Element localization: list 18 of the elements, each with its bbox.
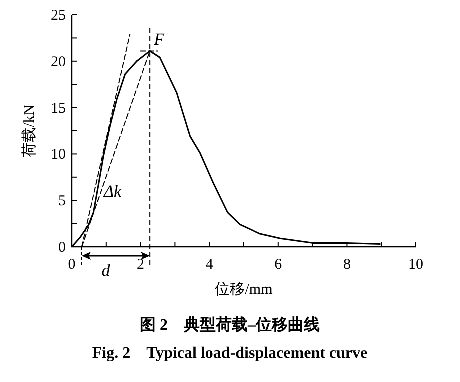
text: 图 2 典型荷载–位移曲线 [140,316,320,334]
y-tick-label: 20 [51,54,66,70]
x-tick-label: 4 [206,257,214,273]
x-axis-title: 位移/mm [215,281,274,298]
x-tick-label: 8 [343,257,351,273]
y-tick-label: 0 [58,240,66,256]
y-tick-label: 5 [58,194,66,210]
annotation: F [153,30,166,50]
text: Fig. 2 Typical load-displacement curve [92,345,368,362]
text: d [102,261,111,280]
x-tick-label: 10 [408,257,424,273]
y-tick-label: 15 [51,100,66,117]
y-axis-title: 荷载/kN [21,104,38,158]
y-tick-label: 10 [51,147,66,164]
x-tick-label: 6 [274,257,283,273]
x-tick-label: 2 [137,257,145,273]
y-tick-label: 25 [51,8,66,24]
annotation: Δk [102,182,122,201]
